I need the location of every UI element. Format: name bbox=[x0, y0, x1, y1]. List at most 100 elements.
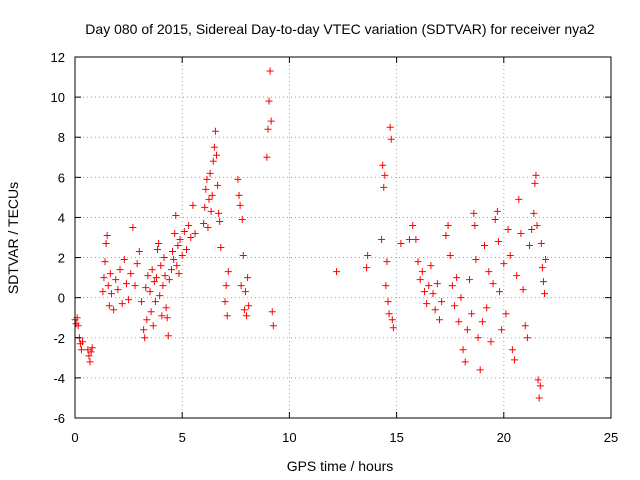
y-tick-label: 10 bbox=[51, 90, 65, 105]
data-point bbox=[140, 326, 148, 334]
data-point bbox=[175, 270, 183, 278]
data-point bbox=[239, 252, 247, 260]
data-point bbox=[223, 312, 231, 320]
data-point bbox=[214, 181, 222, 189]
data-point bbox=[523, 334, 531, 342]
data-point bbox=[528, 225, 536, 233]
data-point bbox=[216, 217, 224, 225]
data-point bbox=[207, 207, 215, 215]
data-point bbox=[468, 310, 476, 318]
axis-ticks: 0 5 10 15 20 25 -6 -4 -2 0 2 4 6 8 10 12 bbox=[51, 50, 619, 445]
data-point bbox=[205, 195, 213, 203]
data-point bbox=[536, 382, 544, 390]
data-point bbox=[513, 272, 521, 280]
data-point bbox=[382, 282, 390, 290]
data-point bbox=[202, 185, 210, 193]
data-point bbox=[506, 252, 514, 260]
data-point bbox=[224, 268, 232, 276]
data-point bbox=[86, 358, 94, 366]
data-point bbox=[416, 276, 424, 284]
data-point bbox=[171, 229, 179, 237]
y-axis-label: SDTVAR / TECUs bbox=[5, 182, 21, 294]
y-tick-label: -6 bbox=[53, 411, 65, 426]
data-point bbox=[74, 322, 82, 330]
data-point bbox=[389, 324, 397, 332]
data-point bbox=[107, 290, 115, 298]
data-point bbox=[496, 288, 504, 296]
data-point bbox=[173, 262, 181, 270]
data-point bbox=[388, 316, 396, 324]
data-point bbox=[450, 302, 458, 310]
data-point bbox=[234, 175, 242, 183]
data-point bbox=[110, 306, 118, 314]
data-point bbox=[383, 258, 391, 266]
data-point bbox=[79, 338, 87, 346]
data-point bbox=[472, 256, 480, 264]
data-point bbox=[125, 296, 133, 304]
data-point bbox=[241, 288, 249, 296]
data-point bbox=[155, 240, 163, 248]
data-point bbox=[102, 240, 110, 248]
data-point bbox=[146, 288, 154, 296]
data-point bbox=[502, 310, 510, 318]
data-point bbox=[526, 242, 534, 250]
data-point bbox=[491, 215, 499, 223]
data-point bbox=[457, 294, 465, 302]
x-tick-label: 15 bbox=[389, 430, 403, 445]
data-point bbox=[137, 298, 145, 306]
data-point bbox=[178, 252, 186, 260]
data-point bbox=[539, 278, 547, 286]
data-point bbox=[235, 191, 243, 199]
y-tick-label: 4 bbox=[58, 210, 65, 225]
data-point bbox=[114, 286, 122, 294]
data-point bbox=[263, 153, 271, 161]
y-tick-label: 2 bbox=[58, 251, 65, 266]
data-point bbox=[204, 223, 212, 231]
x-tick-label: 20 bbox=[497, 430, 511, 445]
data-point bbox=[541, 290, 549, 298]
data-point bbox=[453, 274, 461, 282]
data-point bbox=[542, 256, 550, 264]
data-point bbox=[409, 221, 417, 229]
data-point bbox=[148, 266, 156, 274]
data-point bbox=[213, 151, 221, 159]
data-point bbox=[141, 334, 149, 342]
data-point bbox=[420, 288, 428, 296]
data-point bbox=[240, 306, 248, 314]
data-point bbox=[245, 302, 253, 310]
data-point bbox=[169, 248, 177, 256]
data-point bbox=[519, 286, 527, 294]
data-point bbox=[209, 157, 217, 165]
data-point bbox=[152, 274, 160, 282]
y-tick-label: 12 bbox=[51, 50, 65, 65]
data-point bbox=[162, 304, 170, 312]
data-point bbox=[433, 280, 441, 288]
data-point bbox=[498, 326, 506, 334]
data-point bbox=[101, 258, 109, 266]
data-point bbox=[435, 316, 443, 324]
data-point bbox=[103, 231, 111, 239]
data-point bbox=[483, 304, 491, 312]
data-point bbox=[120, 256, 128, 264]
data-point bbox=[147, 308, 155, 316]
data-point bbox=[151, 298, 159, 306]
data-point bbox=[172, 211, 180, 219]
data-point bbox=[191, 229, 199, 237]
data-point bbox=[182, 246, 190, 254]
data-point bbox=[429, 290, 437, 298]
x-tick-label: 5 bbox=[179, 430, 186, 445]
data-point bbox=[511, 356, 519, 364]
data-point bbox=[493, 207, 501, 215]
data-point bbox=[504, 225, 512, 233]
data-point bbox=[129, 223, 137, 231]
data-point bbox=[381, 171, 389, 179]
data-point bbox=[455, 318, 463, 326]
data-point bbox=[379, 161, 387, 169]
data-point bbox=[268, 308, 276, 316]
data-point bbox=[535, 394, 543, 402]
data-point bbox=[387, 135, 395, 143]
data-point bbox=[118, 300, 126, 308]
data-points bbox=[71, 67, 550, 402]
data-point bbox=[265, 97, 273, 105]
